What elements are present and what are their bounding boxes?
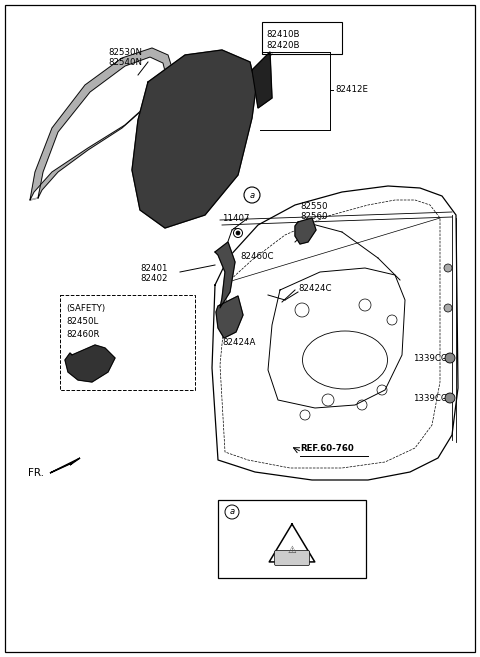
Text: 82530N: 82530N bbox=[108, 48, 142, 57]
Text: 82460R: 82460R bbox=[66, 330, 99, 339]
Circle shape bbox=[444, 304, 452, 312]
Text: 82402: 82402 bbox=[140, 274, 168, 283]
Polygon shape bbox=[269, 524, 315, 562]
Text: 96111A: 96111A bbox=[246, 508, 281, 517]
Text: ⚠: ⚠ bbox=[288, 545, 296, 555]
Text: 82401: 82401 bbox=[140, 264, 168, 273]
Text: a: a bbox=[250, 191, 254, 200]
Text: FR.: FR. bbox=[28, 468, 44, 478]
Text: 82420B: 82420B bbox=[266, 41, 300, 50]
Polygon shape bbox=[252, 52, 272, 108]
Text: 82412E: 82412E bbox=[335, 85, 368, 94]
Text: 82460C: 82460C bbox=[240, 252, 274, 261]
Bar bbox=[60, 295, 195, 390]
FancyBboxPatch shape bbox=[275, 551, 310, 566]
Text: a: a bbox=[229, 507, 235, 516]
Bar bbox=[262, 22, 342, 54]
Polygon shape bbox=[50, 458, 80, 473]
Circle shape bbox=[445, 393, 455, 403]
Text: 82424C: 82424C bbox=[298, 284, 332, 293]
Text: 82550: 82550 bbox=[300, 202, 327, 211]
Text: 82560: 82560 bbox=[300, 212, 327, 221]
Polygon shape bbox=[216, 296, 243, 338]
Text: 82424A: 82424A bbox=[222, 338, 255, 347]
Text: (SAFETY): (SAFETY) bbox=[66, 304, 105, 313]
Text: 1339CC: 1339CC bbox=[413, 354, 447, 363]
Text: 1339CC: 1339CC bbox=[413, 394, 447, 403]
Circle shape bbox=[236, 231, 240, 235]
Text: 82540N: 82540N bbox=[108, 58, 142, 67]
Text: REF.60-760: REF.60-760 bbox=[300, 444, 354, 453]
Polygon shape bbox=[65, 345, 115, 382]
Circle shape bbox=[444, 264, 452, 272]
Text: 11407: 11407 bbox=[222, 214, 250, 223]
Circle shape bbox=[225, 505, 239, 519]
Polygon shape bbox=[295, 218, 316, 244]
Polygon shape bbox=[132, 50, 256, 228]
Circle shape bbox=[244, 187, 260, 203]
Text: 82450L: 82450L bbox=[66, 317, 98, 326]
Text: 82410B: 82410B bbox=[266, 30, 300, 39]
Circle shape bbox=[233, 229, 242, 237]
Bar bbox=[218, 500, 366, 578]
Polygon shape bbox=[215, 242, 235, 308]
Circle shape bbox=[445, 353, 455, 363]
Polygon shape bbox=[30, 48, 172, 200]
